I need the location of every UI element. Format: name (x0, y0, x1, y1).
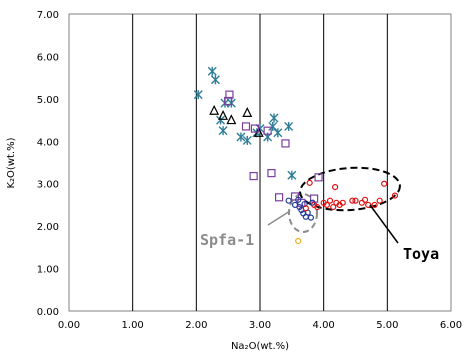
circle-point (381, 180, 388, 187)
asterisk-point (207, 66, 217, 76)
asterisk-point (193, 90, 203, 100)
y-tick-label: 2.00 (37, 222, 59, 233)
triangle-point (218, 109, 229, 120)
square-point (250, 124, 260, 133)
square-point (241, 122, 251, 131)
x-tick-label: 6.00 (440, 320, 462, 331)
circle-point (300, 210, 307, 217)
asterisk-point (210, 75, 220, 85)
asterisk-point (273, 128, 283, 138)
circle-point (295, 196, 302, 203)
gridlines (132, 14, 388, 311)
square-point (290, 192, 300, 201)
x-tick-labels: 0.00 1.00 2.00 3.00 4.00 5.00 6.00 (58, 320, 462, 331)
circle-point (339, 199, 346, 206)
square-point (275, 193, 284, 202)
y-tick-label: 5.00 (37, 95, 59, 106)
asterisk-point (284, 121, 294, 131)
circle-point (371, 201, 378, 209)
x-tick-label: 4.00 (313, 320, 335, 331)
circle-point (332, 184, 339, 191)
annotation-toya: Toya (403, 245, 439, 263)
asterisk-point (242, 135, 252, 145)
x-tick-label: 3.00 (249, 320, 271, 331)
square-point (281, 139, 290, 148)
square-point (314, 173, 323, 182)
toya-group-outline (299, 166, 401, 212)
square-point (249, 171, 258, 181)
asterisk-point (268, 121, 278, 131)
circle-point (326, 197, 334, 204)
data-points (193, 66, 399, 245)
spfa-1-leader-line (267, 210, 291, 226)
y-tick-labels: 0.00 1.00 2.00 3.00 4.00 5.00 6.00 7.00 (37, 10, 59, 318)
circle-point (352, 197, 359, 204)
circle-point (302, 205, 309, 212)
square-point (263, 126, 272, 135)
circle-point (295, 237, 302, 245)
y-tick-label: 3.00 (37, 180, 59, 191)
y-tick-label: 7.00 (37, 10, 59, 21)
triangle-point (226, 114, 237, 125)
square-point (224, 96, 233, 106)
asterisk-point (236, 132, 246, 142)
y-tick-label: 6.00 (37, 52, 59, 63)
triangle-point (242, 107, 253, 117)
circle-point (349, 197, 356, 204)
x-tick-label: 1.00 (122, 320, 144, 331)
circle-point (330, 203, 337, 211)
asterisk-point (218, 126, 228, 136)
x-axis-title: Na₂O(wt.%) (231, 341, 289, 352)
x-tick-label: 2.00 (185, 320, 207, 331)
y-tick-label: 0.00 (37, 307, 59, 318)
x-tick-label: 0.00 (58, 320, 80, 331)
toya-leader-line (369, 204, 399, 244)
circle-point (307, 214, 315, 221)
y-tick-label: 4.00 (37, 137, 59, 148)
annotation-spfa-1: Spfa-1 (200, 231, 254, 249)
asterisk-point (269, 113, 279, 123)
triangle-point (209, 104, 220, 115)
square-point (267, 169, 276, 178)
circle-point (306, 179, 313, 186)
square-point (225, 90, 234, 99)
circle-point (285, 197, 292, 204)
circle-point (314, 203, 321, 211)
asterisk-point (287, 170, 297, 180)
y-axis-title: K₂O(wt.%) (6, 137, 17, 188)
spfa-1-group-outline (288, 193, 318, 233)
circle-point (376, 197, 383, 204)
y-tick-label: 1.00 (37, 265, 59, 276)
circle-point (323, 201, 330, 209)
x-tick-label: 5.00 (376, 320, 398, 331)
circle-point (391, 192, 399, 199)
circle-point (361, 196, 369, 203)
